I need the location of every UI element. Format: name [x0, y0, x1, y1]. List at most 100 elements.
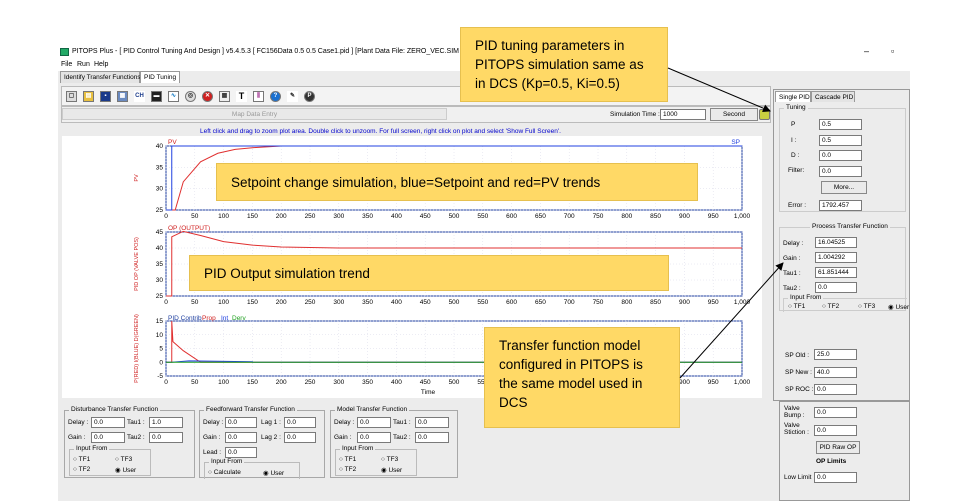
ff-radio-calculate[interactable]: ○ Calculate [208, 469, 241, 476]
dist-input-from-group: Input From ○ TF1 ○ TF3 ○ TF2 ◉ User [69, 445, 151, 476]
menu-help[interactable]: Help [94, 61, 109, 68]
contrib-xtick-label: 0 [164, 379, 168, 386]
chart-icon[interactable]: ▬ [151, 91, 162, 102]
pv-xtick-label: 100 [218, 213, 229, 220]
zoom-icon[interactable]: ▢ [66, 91, 77, 102]
low-limit-label: Low Limit [784, 474, 812, 481]
power-icon[interactable]: P [304, 91, 315, 102]
ff-lead-input[interactable]: 0.0 [225, 447, 257, 458]
tab-pid-tuning[interactable]: PID Tuning [140, 71, 180, 83]
op-xtick-label: 900 [679, 299, 690, 306]
pid-raw-op-button[interactable]: PID Raw OP [816, 441, 860, 454]
sp-new-input[interactable]: 40.0 [814, 367, 857, 378]
filter-label: Filter: [788, 167, 805, 174]
op-series-op-output- [166, 230, 742, 297]
pen-icon[interactable]: ✎ [287, 91, 298, 102]
wave-icon[interactable]: ∿ [168, 91, 179, 102]
print-icon[interactable]: ▦ [117, 91, 128, 102]
op-ytick-label: 30 [156, 277, 164, 284]
op-xtick-label: 350 [362, 299, 373, 306]
ff-gain-input[interactable]: 0.0 [225, 432, 257, 443]
model-tau1-input[interactable]: 0.0 [415, 417, 449, 428]
contrib-ytick-label: 10 [156, 332, 164, 339]
p-input[interactable]: 0.5 [819, 119, 862, 130]
radio-tf2[interactable]: ○ TF2 [822, 303, 840, 310]
maximize-button[interactable]: ▫ [891, 46, 895, 56]
op-xtick-label: 50 [191, 299, 199, 306]
grid-icon[interactable]: ▦ [219, 91, 230, 102]
stop-icon[interactable]: ✕ [202, 91, 213, 102]
run-icon[interactable] [759, 109, 770, 120]
tau2-input[interactable]: 0.0 [815, 282, 857, 293]
dist-gain-label: Gain : [68, 434, 86, 441]
time-unit-button[interactable]: Second [710, 108, 758, 121]
model-tau2-input[interactable]: 0.0 [415, 432, 449, 443]
sp-old-input[interactable]: 25.0 [814, 349, 857, 360]
gain-input[interactable]: 1.004292 [815, 252, 857, 263]
dist-radio-user[interactable]: ◉ User [115, 467, 137, 474]
contrib-legend-int: Int [221, 315, 228, 322]
output-callout: PID Output simulation trend [189, 255, 669, 291]
tab-cascade-pid[interactable]: Cascade PID [811, 91, 855, 102]
menu-file[interactable]: File [61, 61, 73, 68]
dist-radio-tf2[interactable]: ○ TF2 [73, 466, 91, 473]
ff-delay-input[interactable]: 0.0 [225, 417, 257, 428]
target-icon[interactable]: ◎ [185, 91, 196, 102]
low-limit-input[interactable]: 0.0 [814, 472, 857, 483]
dist-gain-input[interactable]: 0.0 [91, 432, 125, 443]
contrib-ytick-label: -5 [157, 373, 163, 380]
plot-icon[interactable]: ⫼ [253, 91, 264, 102]
ff-lag1-input[interactable]: 0.0 [284, 417, 316, 428]
tuning-callout: PID tuning parameters in PITOPS simulati… [460, 27, 668, 102]
tab-identify-transfer-functions[interactable]: Identify Transfer Functions [60, 71, 141, 83]
dist-delay-input[interactable]: 0.0 [91, 417, 125, 428]
model-radio-tf3[interactable]: ○ TF3 [381, 456, 399, 463]
model-radio-tf1[interactable]: ○ TF1 [339, 456, 357, 463]
text-icon[interactable]: T [236, 91, 247, 102]
error-label: Error : [788, 202, 807, 209]
i-input[interactable]: 0.5 [819, 135, 862, 146]
help-icon[interactable]: ? [270, 91, 281, 102]
sp-roc-input[interactable]: 0.0 [814, 384, 857, 395]
ff-radio-user[interactable]: ◉ User [263, 470, 285, 477]
contrib-xtick-label: 350 [362, 379, 373, 386]
radio-tf1[interactable]: ○ TF1 [788, 303, 806, 310]
dist-tau1-input[interactable]: 1.0 [149, 417, 183, 428]
dist-radio-tf1[interactable]: ○ TF1 [73, 456, 91, 463]
ch-icon[interactable]: CH [134, 91, 145, 102]
ff-lag2-input[interactable]: 0.0 [284, 432, 316, 443]
save-icon[interactable]: ▪ [100, 91, 111, 102]
dist-tau2-input[interactable]: 0.0 [149, 432, 183, 443]
input-from-caption: Input From [788, 294, 824, 301]
model-radio-user[interactable]: ◉ User [381, 467, 403, 474]
model-gain-input[interactable]: 0.0 [357, 432, 391, 443]
pv-xtick-label: 250 [305, 213, 316, 220]
window-title: PITOPS Plus - [ PID Control Tuning And D… [72, 48, 463, 55]
filter-input[interactable]: 0.0 [819, 166, 862, 177]
simulation-bar: Map Data Entry Simulation Time : 1000 Se… [61, 106, 771, 123]
tau1-input[interactable]: 61.851444 [815, 267, 857, 278]
menu-run[interactable]: Run [77, 61, 90, 68]
error-value: 1792.457 [819, 200, 862, 211]
pv-xtick-label: 0 [164, 213, 168, 220]
delay-input[interactable]: 16.04525 [815, 237, 857, 248]
contrib-xtick-label: 400 [391, 379, 402, 386]
d-input[interactable]: 0.0 [819, 150, 862, 161]
valve-bump-input[interactable]: 0.0 [814, 407, 857, 418]
model-delay-input[interactable]: 0.0 [357, 417, 391, 428]
model-radio-tf2[interactable]: ○ TF2 [339, 466, 357, 473]
dist-radio-tf3[interactable]: ○ TF3 [115, 456, 133, 463]
radio-tf3[interactable]: ○ TF3 [858, 303, 876, 310]
radio-user[interactable]: ◉ User [888, 304, 910, 311]
op-xtick-label: 250 [305, 299, 316, 306]
tab-single-pid[interactable]: Single PID [775, 91, 811, 102]
model-tau2-label: Tau2 : [393, 434, 411, 441]
map-data-entry-button[interactable]: Map Data Entry [62, 108, 447, 120]
simulation-time-input[interactable]: 1000 [660, 109, 706, 120]
op-xtick-label: 750 [593, 299, 604, 306]
valve-stiction-input[interactable]: 0.0 [814, 425, 857, 436]
pv-ytick-label: 25 [156, 207, 164, 214]
more-button[interactable]: More... [821, 181, 867, 194]
open-icon[interactable]: ▤ [83, 91, 94, 102]
minimize-button[interactable]: – [864, 46, 870, 56]
